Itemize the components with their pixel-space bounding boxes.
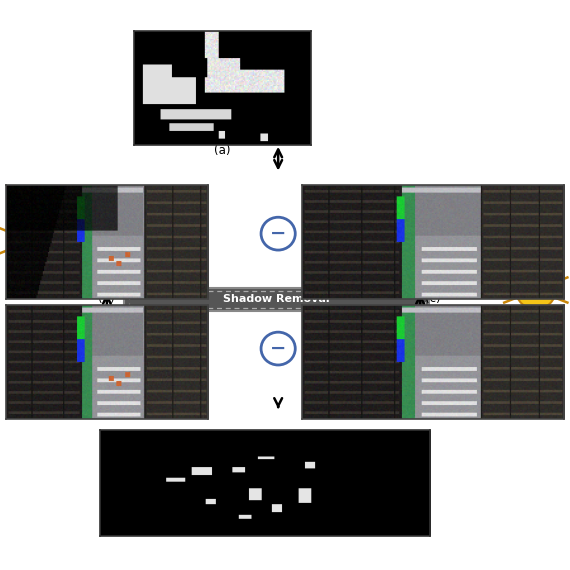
- Text: (e): (e): [425, 406, 441, 420]
- Text: −: −: [270, 339, 286, 358]
- Text: (b): (b): [98, 292, 115, 304]
- Circle shape: [261, 332, 295, 365]
- FancyBboxPatch shape: [124, 288, 429, 311]
- Circle shape: [261, 217, 295, 250]
- Text: (d): (d): [98, 406, 115, 420]
- Text: −: −: [270, 224, 286, 243]
- Text: (f): (f): [258, 519, 272, 532]
- Text: (a): (a): [214, 144, 230, 157]
- Text: Shadow Removal: Shadow Removal: [223, 294, 330, 304]
- Circle shape: [516, 271, 556, 309]
- Circle shape: [11, 222, 51, 260]
- Text: (c): (c): [425, 292, 441, 304]
